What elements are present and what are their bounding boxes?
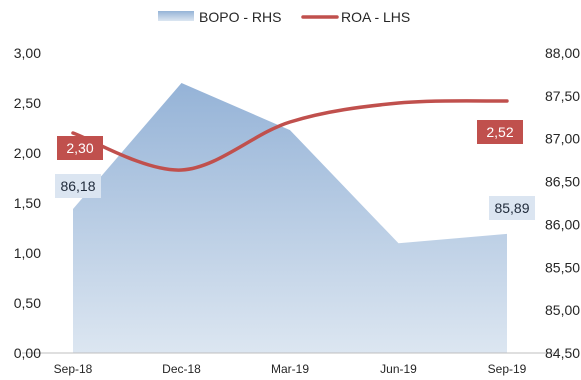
y-left-tick-label: 2,50 bbox=[14, 95, 41, 111]
y-right-tick-label: 85,00 bbox=[545, 302, 580, 318]
y-left-tick-label: 0,50 bbox=[14, 295, 41, 311]
data-labels: 86,18 85,89 2,30 2,52 bbox=[55, 120, 535, 220]
roa-line bbox=[71, 99, 509, 172]
bopo-area bbox=[73, 83, 507, 353]
bopo-data-label-box bbox=[489, 196, 535, 220]
y-left-tick-label: 1,50 bbox=[14, 195, 41, 211]
y-left-tick-label: 0,00 bbox=[14, 345, 41, 361]
y-right-tick-label: 84,50 bbox=[545, 345, 580, 361]
x-tick-label: Sep-19 bbox=[488, 362, 527, 376]
bopo-data-label: 86,18 bbox=[60, 178, 95, 194]
roa-line-layer bbox=[71, 99, 509, 172]
y-left-tick-label: 3,00 bbox=[14, 45, 41, 61]
y-right-tick-label: 88,00 bbox=[545, 45, 580, 61]
x-tick-label: Jun-19 bbox=[380, 362, 417, 376]
legend-label: ROA - LHS bbox=[341, 9, 410, 25]
y-right-tick-label: 86,50 bbox=[545, 174, 580, 190]
y-left-tick-label: 1,00 bbox=[14, 245, 41, 261]
y-right-tick-label: 86,00 bbox=[545, 216, 580, 232]
x-tick-label: Mar-19 bbox=[271, 362, 309, 376]
legend-swatch-bopo bbox=[158, 11, 194, 21]
bopo-area-layer bbox=[73, 83, 507, 353]
bopo-data-label: 85,89 bbox=[494, 200, 529, 216]
x-tick-label: Dec-18 bbox=[162, 362, 201, 376]
legend: BOPO - RHS ROA - LHS bbox=[158, 9, 410, 25]
legend-label: BOPO - RHS bbox=[199, 9, 281, 25]
roa-data-label: 2,52 bbox=[486, 124, 513, 140]
x-tick-label: Sep-18 bbox=[54, 362, 93, 376]
bopo-data-label-box bbox=[55, 174, 101, 198]
y-left-tick-label: 2,00 bbox=[14, 145, 41, 161]
axes: 0,00 0,50 1,00 1,50 2,00 2,50 3,00 84,50 85,00 85… bbox=[14, 45, 580, 376]
roa-data-label-box bbox=[57, 136, 103, 160]
roa-data-label: 2,30 bbox=[66, 140, 93, 156]
y-right-tick-label: 87,00 bbox=[545, 131, 580, 147]
roa-data-label-box bbox=[477, 120, 523, 144]
y-right-tick-label: 87,50 bbox=[545, 88, 580, 104]
y-right-tick-label: 85,50 bbox=[545, 259, 580, 275]
